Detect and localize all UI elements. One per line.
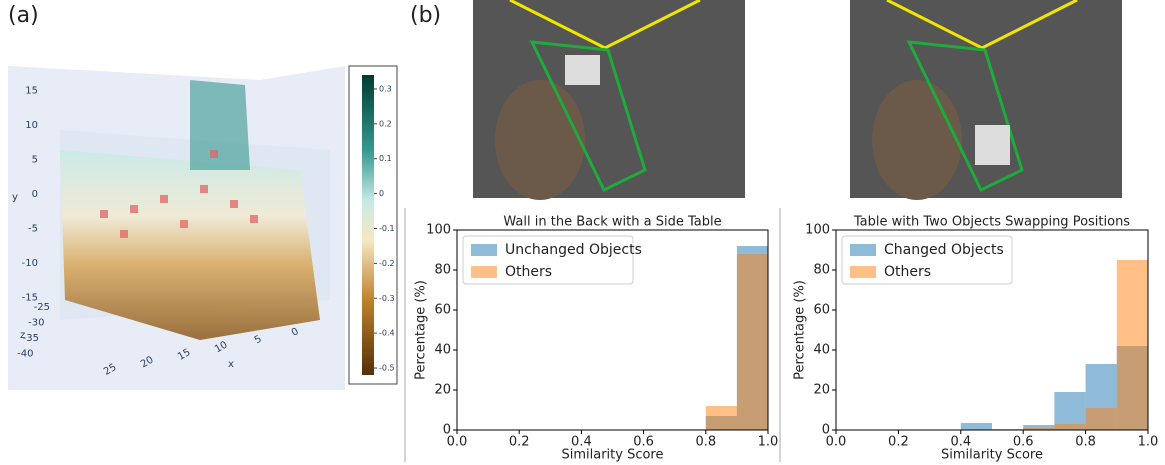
scatter-3d-scene <box>8 66 345 390</box>
x-axis-label: Similarity Score <box>941 448 1043 463</box>
axis-label: y <box>12 192 18 203</box>
colorbar-tick-label: -0.5 <box>379 364 395 373</box>
x-tick-label: 0.0 <box>447 435 468 450</box>
x-tick-label: 0.8 <box>1075 435 1096 450</box>
colorbar-tick-label: 0 <box>379 189 384 198</box>
y-axis-label: Percentage (%) <box>414 280 429 380</box>
x-tick-label: 0.4 <box>950 435 971 450</box>
bar <box>960 423 992 430</box>
y-tick-label: 10 <box>25 120 38 131</box>
bar <box>736 254 768 430</box>
y-tick-label: -10 <box>22 258 38 269</box>
legend-label: Others <box>884 264 931 280</box>
y-tick-label: 80 <box>813 263 830 278</box>
colorbar-tick-label: -0.1 <box>379 224 395 233</box>
x-tick-label: 0.2 <box>509 435 530 450</box>
z-tick-label: -25 <box>34 302 50 313</box>
legend-label: Others <box>505 264 552 280</box>
plot-frame <box>456 229 769 431</box>
colorbar-tick-label: -0.4 <box>379 329 395 338</box>
legend <box>841 235 1013 285</box>
y-tick-label: 20 <box>434 383 451 398</box>
x-tick-label: 0.6 <box>633 435 654 450</box>
x-tick-label: 0.4 <box>571 435 592 450</box>
y-tick-label: 0 <box>32 189 38 200</box>
legend-swatch <box>471 266 497 278</box>
legend-swatch <box>850 266 876 278</box>
axis-label: z <box>20 330 25 341</box>
colorbar-tick-label: -0.3 <box>379 294 395 303</box>
colorbar-tick-label: 0.3 <box>379 84 392 93</box>
photo <box>473 0 745 200</box>
y-tick-label: 40 <box>434 343 451 358</box>
y-tick-label: 15 <box>25 86 38 97</box>
z-tick-label: -35 <box>23 333 39 344</box>
histogram-chart: Wall in the Back with a Side Table 0.0 0.2… <box>414 215 779 463</box>
bar <box>705 406 737 430</box>
y-tick-label: 5 <box>32 155 38 166</box>
y-tick-label: 20 <box>813 383 830 398</box>
panel-label: (a) <box>8 3 39 28</box>
y-tick-label: 100 <box>426 223 451 238</box>
y-tick-label: 0 <box>443 423 451 438</box>
y-tick-label: -5 <box>28 224 38 235</box>
y-axis-label: Percentage (%) <box>793 280 808 380</box>
bar <box>1085 408 1117 430</box>
chart-title: Table with Two Objects Swapping Position… <box>853 215 1130 230</box>
photo <box>850 0 1122 200</box>
plot-frame <box>835 229 1149 431</box>
x-tick-label: 0.8 <box>695 435 716 450</box>
chart-title: Wall in the Back with a Side Table <box>503 215 721 230</box>
y-tick-label: -15 <box>22 293 38 304</box>
x-tick-label: 1.0 <box>1138 435 1159 450</box>
legend-swatch <box>850 244 876 256</box>
colorbar-frame <box>348 65 398 385</box>
histogram-chart: Table with Two Objects Swapping Position… <box>793 215 1159 463</box>
legend <box>462 235 634 285</box>
bar <box>1054 392 1086 430</box>
legend-label: Changed Objects <box>884 242 1004 258</box>
axis-label: x <box>228 359 234 370</box>
y-tick-label: 40 <box>813 343 830 358</box>
x-tick-label: 0.0 <box>826 435 847 450</box>
y-tick-label: 100 <box>805 223 830 238</box>
bar <box>1116 260 1148 430</box>
y-tick-label: 60 <box>434 303 451 318</box>
z-tick-label: -40 <box>17 349 33 360</box>
bar <box>1054 424 1086 430</box>
x-tick-label: 0 <box>290 326 301 339</box>
bar <box>1023 425 1055 430</box>
legend-swatch <box>471 244 497 256</box>
colorbar-tick-label: -0.2 <box>379 259 395 268</box>
z-tick-label: -30 <box>28 318 44 329</box>
y-tick-label: 60 <box>813 303 830 318</box>
y-tick-label: 0 <box>822 423 830 438</box>
panel-label: (b) <box>410 3 441 28</box>
x-tick-label: 5 <box>253 334 264 347</box>
x-tick-label: 1.0 <box>758 435 779 450</box>
y-tick-label: 80 <box>434 263 451 278</box>
colorbar <box>362 75 374 375</box>
x-tick-label: 0.6 <box>1013 435 1034 450</box>
x-tick-label: 0.2 <box>888 435 909 450</box>
x-axis-label: Similarity Score <box>561 448 663 463</box>
colorbar-tick-label: 0.1 <box>379 154 392 163</box>
colorbar-tick-label: 0.2 <box>379 119 392 128</box>
bar <box>1023 428 1055 430</box>
legend-label: Unchanged Objects <box>505 242 642 258</box>
